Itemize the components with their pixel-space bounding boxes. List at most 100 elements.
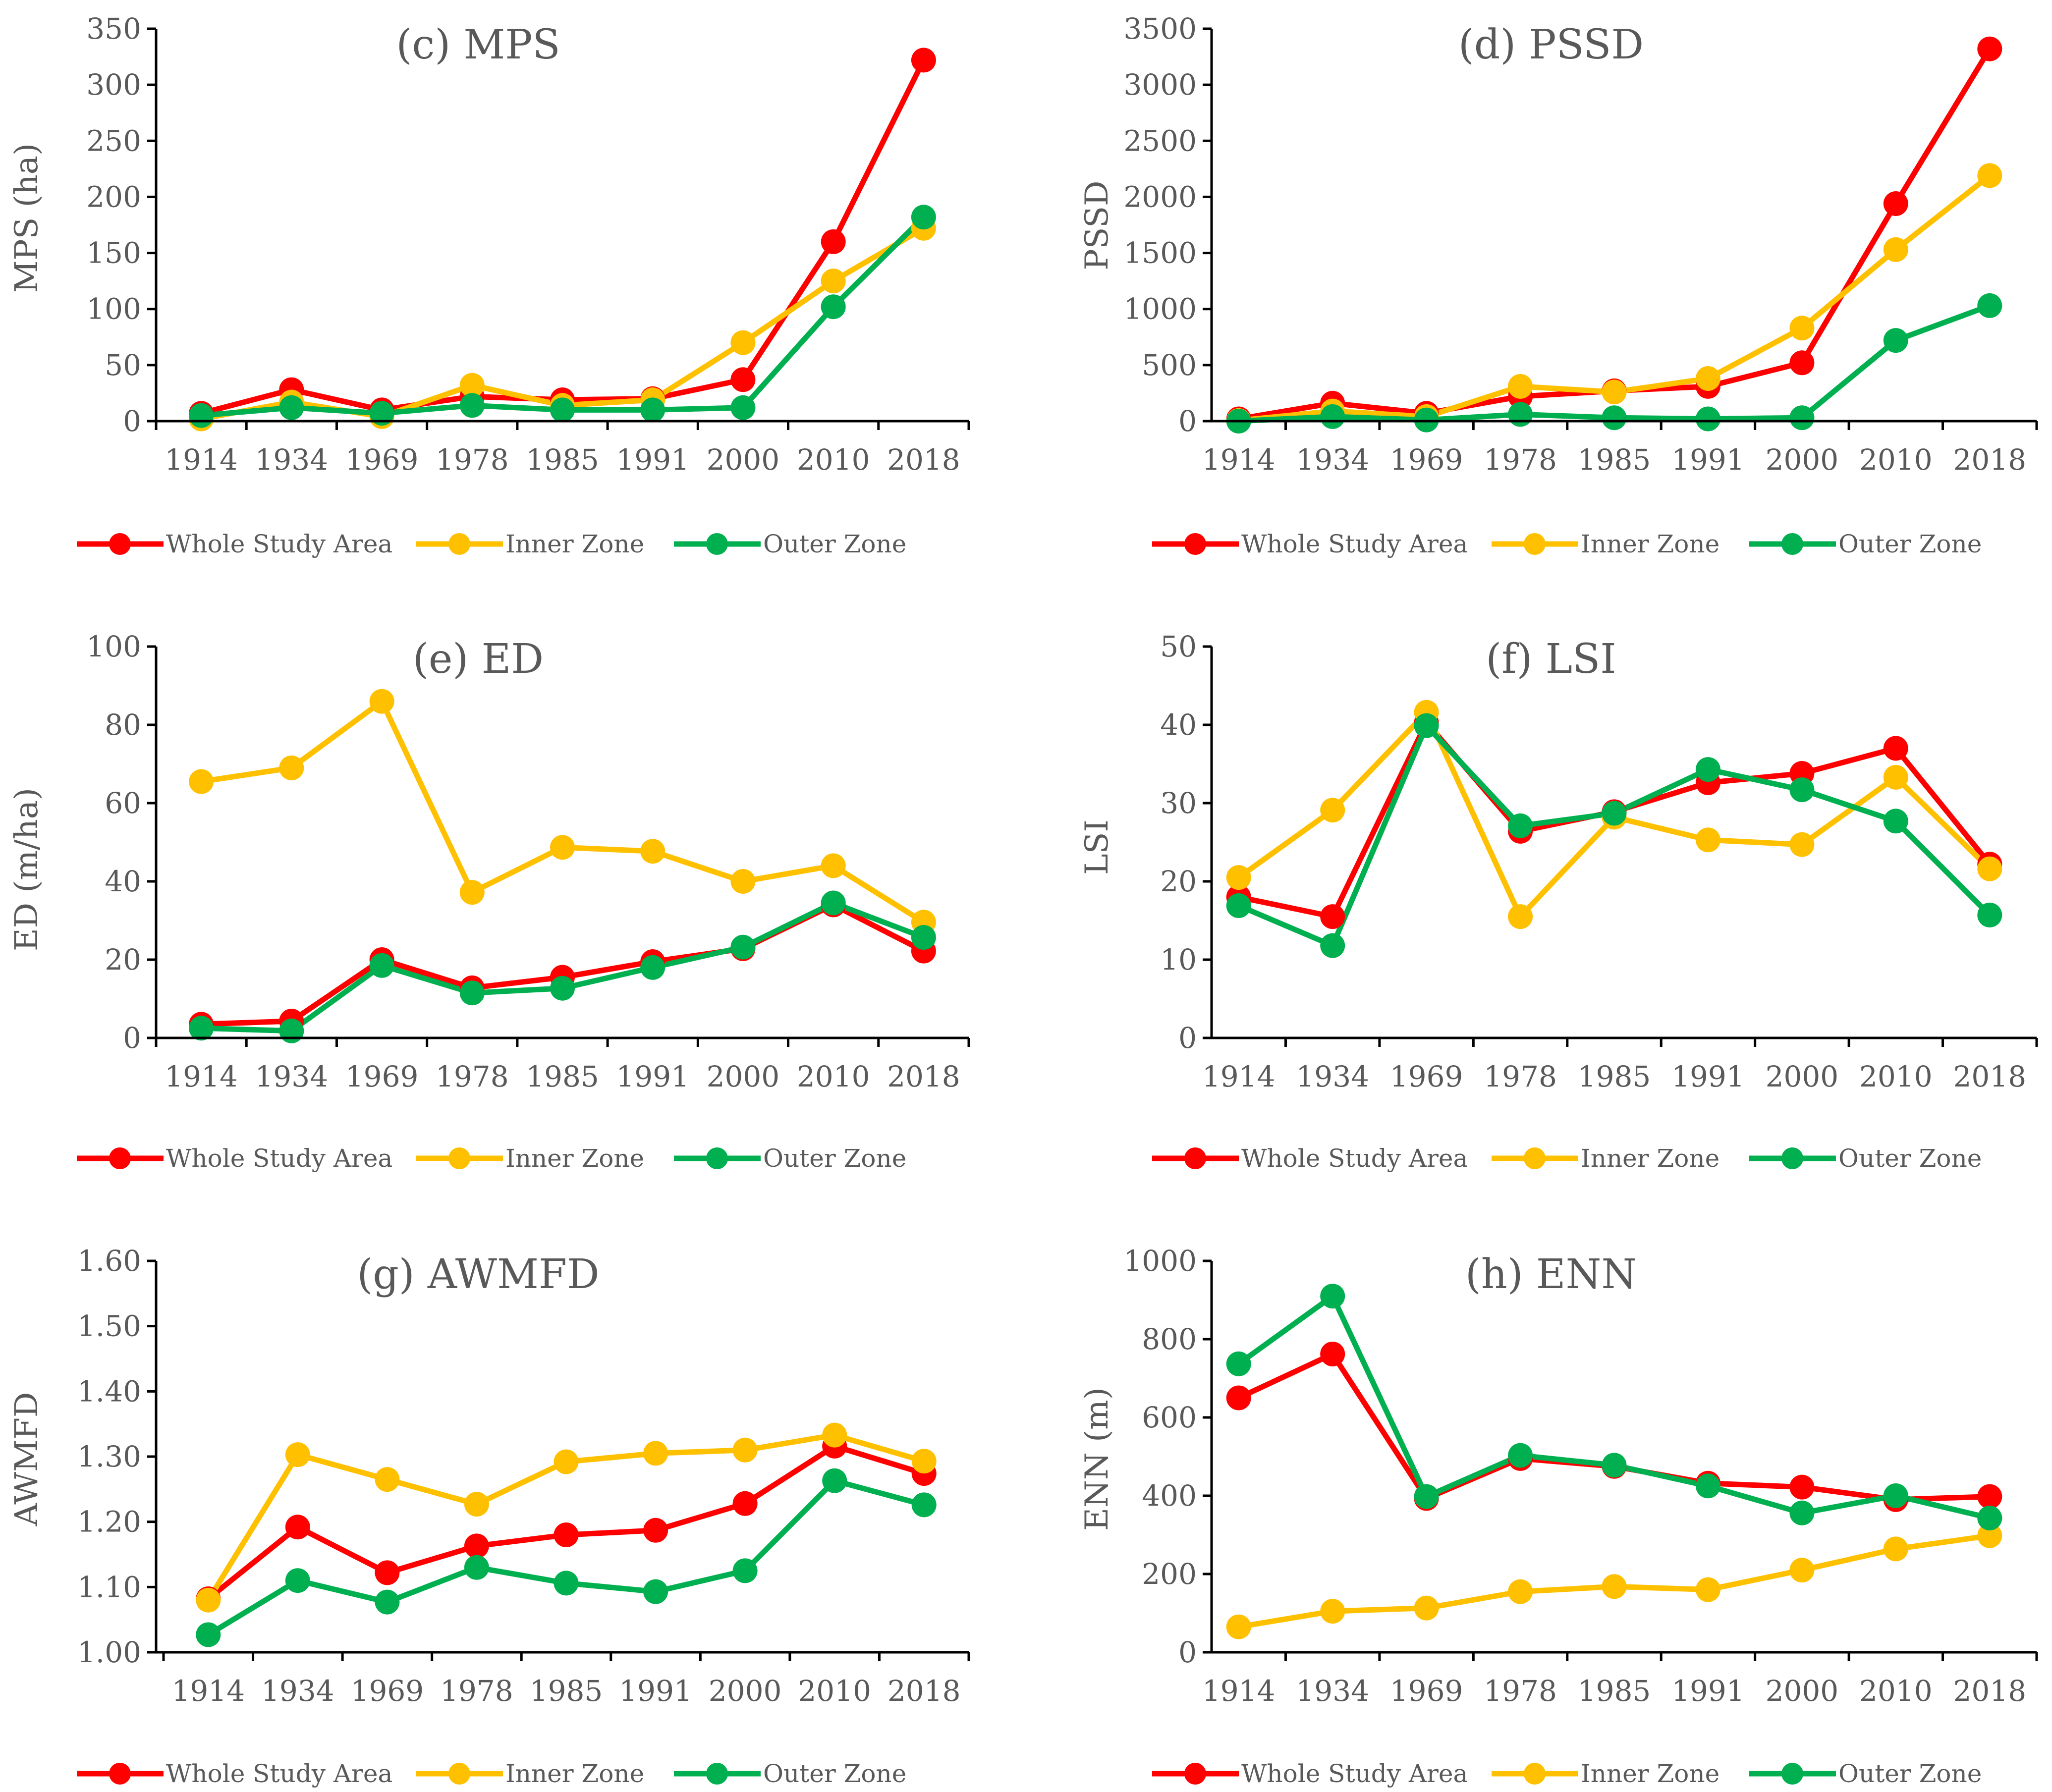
y-tick-label: 150 — [86, 236, 141, 270]
legend-swatch-marker — [1184, 1147, 1206, 1169]
x-tick-label: 2000 — [707, 443, 780, 477]
y-tick-label: 250 — [86, 124, 141, 158]
data-point-outer-zone — [1320, 1284, 1345, 1309]
x-tick-label: 1978 — [440, 1674, 513, 1708]
y-tick-label: 1.00 — [77, 1635, 141, 1669]
legend-label-outer-zone: Outer Zone — [763, 530, 906, 558]
data-point-inner-zone — [1602, 1574, 1627, 1599]
chart-title: (d) PSSD — [1458, 21, 1644, 68]
data-point-outer-zone — [821, 890, 846, 916]
y-tick-label: 40 — [105, 865, 141, 898]
x-tick-label: 2018 — [1953, 1060, 2026, 1093]
data-point-inner-zone — [730, 869, 756, 894]
data-point-whole-study-area — [821, 229, 846, 254]
data-point-inner-zone — [911, 1449, 937, 1474]
data-point-outer-zone — [369, 953, 394, 978]
legend-swatch-marker — [1524, 533, 1546, 555]
x-tick-label: 1978 — [1484, 1060, 1557, 1093]
y-tick-label: 1500 — [1123, 236, 1197, 270]
data-point-inner-zone — [1883, 237, 1908, 262]
chart-panel-mps: (c) MPS MPS (ha) 0 50 100 150 200 250 300 350 1… — [8, 12, 970, 558]
data-point-outer-zone — [1602, 801, 1627, 826]
data-point-outer-zone — [643, 1579, 668, 1604]
x-tick-label: 1934 — [1296, 443, 1369, 477]
legend-label-inner-zone: Inner Zone — [1581, 530, 1719, 558]
data-point-inner-zone — [640, 839, 666, 864]
data-point-outer-zone — [1602, 405, 1627, 431]
data-point-whole-study-area — [1883, 191, 1908, 216]
chart-panel-lsi: (f) LSI LSI 0 10 20 30 40 50 1914 1934 1969 1978… — [1079, 630, 2038, 1173]
chart-panel-ed: (e) ED ED (m/ha) 0 20 40 60 80 100 1914 1934 19… — [8, 630, 970, 1173]
data-point-inner-zone — [1977, 856, 2002, 881]
data-point-whole-study-area — [1320, 1342, 1345, 1366]
x-tick-label: 2010 — [797, 1060, 870, 1093]
y-tick-label: 100 — [86, 630, 141, 663]
chart-panel-enn: (h) ENN ENN (m) 0 200 400 600 800 1000 1914 19… — [1079, 1244, 2038, 1788]
data-point-outer-zone — [369, 401, 394, 426]
legend-swatch-marker — [448, 1147, 470, 1169]
y-tick-label: 400 — [1142, 1479, 1197, 1513]
chart-title: (c) MPS — [396, 21, 560, 68]
data-point-inner-zone — [730, 330, 756, 355]
data-point-whole-study-area — [911, 48, 936, 73]
legend-label-inner-zone: Inner Zone — [505, 1144, 644, 1173]
y-tick-label: 1.60 — [77, 1244, 141, 1278]
data-point-outer-zone — [730, 934, 756, 960]
legend-label-outer-zone: Outer Zone — [763, 1759, 906, 1788]
legend-label-whole-study-area: Whole Study Area — [166, 1144, 392, 1173]
data-point-whole-study-area — [464, 1533, 489, 1559]
data-point-outer-zone — [1508, 1443, 1533, 1468]
data-point-outer-zone — [550, 397, 575, 423]
x-tick-label: 1969 — [345, 1060, 419, 1093]
x-tick-label: 1914 — [1202, 1060, 1276, 1093]
data-point-outer-zone — [375, 1589, 400, 1615]
y-tick-label: 0 — [123, 404, 141, 438]
data-point-outer-zone — [1977, 293, 2002, 318]
y-axis-label: LSI — [1079, 819, 1115, 875]
legend-label-whole-study-area: Whole Study Area — [1241, 530, 1468, 558]
chart-panel-pssd: (d) PSSD PSSD 0 500 1000 1500 2000 2500 3000 35… — [1079, 12, 2038, 558]
data-point-outer-zone — [464, 1555, 489, 1580]
data-point-outer-zone — [1883, 1483, 1908, 1508]
legend-label-whole-study-area: Whole Study Area — [166, 1759, 392, 1788]
data-point-inner-zone — [1508, 374, 1533, 399]
data-point-inner-zone — [375, 1467, 400, 1492]
legend: Whole Study Area Inner Zone Outer Zone — [1152, 1144, 1982, 1173]
data-point-inner-zone — [1977, 163, 2002, 188]
data-point-inner-zone — [1789, 316, 1815, 341]
legend: Whole Study Area Inner Zone Outer Zone — [1152, 530, 1982, 558]
y-tick-label: 50 — [105, 348, 141, 382]
data-point-inner-zone — [196, 1587, 221, 1613]
legend: Whole Study Area Inner Zone Outer Zone — [77, 530, 906, 558]
data-point-inner-zone — [1414, 1595, 1439, 1621]
legend-swatch-marker — [1781, 1147, 1803, 1169]
y-tick-label: 3500 — [1123, 12, 1197, 46]
data-point-outer-zone — [821, 294, 846, 320]
legend-swatch-marker — [706, 533, 728, 555]
data-point-outer-zone — [550, 976, 575, 1001]
data-point-outer-zone — [1508, 813, 1533, 838]
data-point-whole-study-area — [1977, 36, 2002, 61]
y-tick-label: 0 — [1178, 1021, 1197, 1055]
legend-swatch-marker — [1184, 1763, 1206, 1785]
data-point-outer-zone — [1977, 902, 2002, 927]
data-point-whole-study-area — [285, 1515, 310, 1540]
data-point-inner-zone — [464, 1492, 489, 1517]
data-point-inner-zone — [1695, 366, 1720, 391]
series-line-inner-zone — [198, 699, 927, 925]
series-line-whole-study-area — [198, 902, 927, 1027]
legend: Whole Study Area Inner Zone Outer Zone — [77, 1144, 906, 1173]
legend-label-inner-zone: Inner Zone — [1581, 1144, 1719, 1173]
legend: Whole Study Area Inner Zone Outer Zone — [77, 1759, 906, 1788]
x-tick-label: 1969 — [351, 1674, 424, 1708]
data-point-inner-zone — [459, 880, 485, 905]
legend-label-whole-study-area: Whole Study Area — [1241, 1759, 1468, 1788]
data-point-outer-zone — [911, 1492, 937, 1518]
data-point-outer-zone — [1226, 893, 1251, 918]
data-point-outer-zone — [1695, 1473, 1720, 1499]
data-point-inner-zone — [1226, 865, 1251, 890]
data-point-outer-zone — [1883, 328, 1908, 353]
y-tick-label: 0 — [123, 1021, 141, 1055]
data-point-outer-zone — [911, 925, 936, 950]
series-line-outer-zone — [1236, 1293, 1993, 1521]
